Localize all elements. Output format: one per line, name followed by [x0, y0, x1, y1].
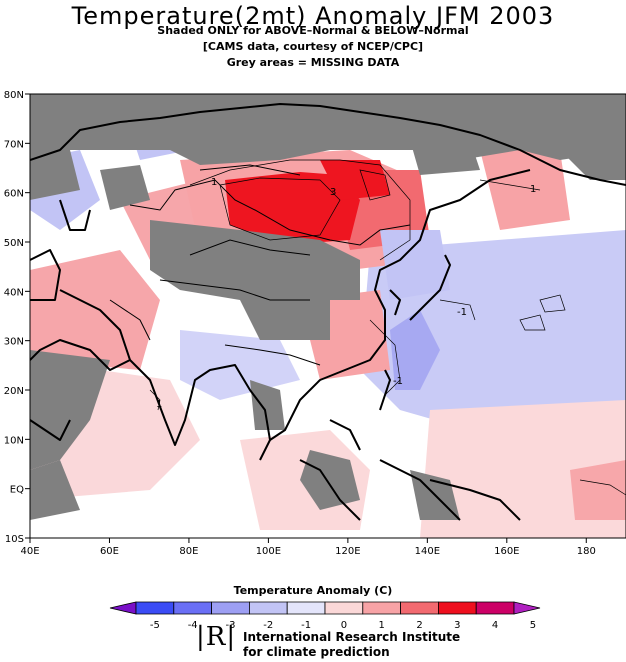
y-tick-label: 20N	[4, 386, 24, 397]
contour-label: -1	[457, 307, 467, 318]
colorbar-segment	[513, 601, 541, 615]
colorbar-segment	[400, 601, 439, 615]
contour-label: 3	[330, 187, 336, 198]
colorbar-segment	[135, 601, 175, 615]
y-tick-label: 70N	[4, 139, 24, 150]
subtitle-line-2: [CAMS data, courtesy of NCEP/CPC]	[202, 40, 424, 53]
colorbar-title: Temperature Anomaly (C)	[233, 584, 393, 597]
colorbar-segment	[437, 601, 477, 615]
colorbar-tick-label: -2	[263, 620, 273, 631]
x-tick-label: 80E	[179, 546, 198, 557]
organization-line-1: International Research Institute	[243, 630, 461, 644]
colorbar-tick-label: -4	[188, 620, 198, 631]
y-tick-label: 50N	[4, 238, 24, 249]
contour-label: 1	[211, 177, 217, 188]
map-frame	[29, 93, 626, 539]
y-tick-label: 10N	[4, 435, 24, 446]
colorbar-tick-label: 4	[492, 620, 498, 631]
colorbar-segment	[324, 601, 364, 615]
y-tick-label: 40N	[4, 287, 24, 298]
colorbar-segment	[248, 601, 288, 615]
y-tick-label: 30N	[4, 337, 24, 348]
x-tick-label: 180	[577, 546, 596, 557]
y-axis: 80N 70N 60N 50N 40N 30N 20N 10N EQ 10S	[4, 90, 30, 545]
y-tick-label: 80N	[4, 90, 24, 101]
colorbar-segment	[109, 601, 137, 615]
colorbar-tick-label: 3	[454, 620, 460, 631]
colorbar-tick-label: 2	[416, 620, 422, 631]
y-tick-label: 60N	[4, 189, 24, 200]
organization-name: International Research Institute for cli…	[243, 630, 460, 660]
colorbar-tick-label: -1	[301, 620, 311, 631]
x-tick-label: 140E	[415, 546, 440, 557]
y-tick-label: EQ	[10, 485, 24, 496]
colorbar-segment	[362, 601, 402, 615]
x-tick-label: 40E	[20, 546, 39, 557]
colorbar-tick-label: -5	[150, 620, 160, 631]
subtitle-line-3: Grey areas = MISSING DATA	[226, 56, 400, 69]
colorbar-segment	[211, 601, 250, 615]
contour-label: -1	[393, 376, 403, 387]
x-tick-label: 60E	[100, 546, 119, 557]
colorbar-segment	[173, 601, 213, 615]
map-field	[30, 94, 626, 538]
x-axis: 40E 60E 80E 100E 120E 140E 160E 180	[20, 538, 596, 557]
map-title: Temperature(2mt) Anomaly JFM 2003	[71, 2, 555, 30]
organization-line-2: for climate prediction	[243, 645, 390, 659]
x-tick-label: 120E	[335, 546, 360, 557]
colorbar: -5 -4 -3 -2 -1 0 1 2 3 4 5	[109, 601, 541, 631]
subtitle-line-1: Shaded ONLY for ABOVE–Normal & BELOW–Nor…	[157, 24, 469, 37]
contour-label: 1	[156, 399, 162, 410]
colorbar-segment	[475, 601, 515, 615]
colorbar-tick-label: 0	[341, 620, 347, 631]
y-tick-label: 10S	[5, 534, 24, 545]
colorbar-tick-label: 1	[379, 620, 385, 631]
colorbar-segment	[286, 601, 326, 615]
colorbar-tick-label: -3	[226, 620, 236, 631]
x-tick-label: 160E	[494, 546, 519, 557]
iri-logo: |R|	[196, 622, 237, 652]
colorbar-tick-label: 5	[530, 620, 536, 631]
contour-label: 1	[530, 184, 536, 195]
x-tick-label: 100E	[256, 546, 281, 557]
